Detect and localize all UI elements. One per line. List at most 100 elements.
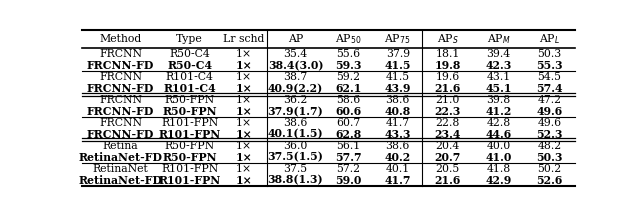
Text: 40.0: 40.0	[486, 141, 511, 151]
Text: 36.2: 36.2	[284, 95, 308, 105]
Text: 1×: 1×	[236, 95, 252, 105]
Text: 57.2: 57.2	[337, 164, 360, 174]
Text: 21.6: 21.6	[435, 174, 461, 186]
Text: 21.6: 21.6	[435, 83, 461, 94]
Text: AP$_M$: AP$_M$	[486, 32, 510, 46]
Text: RetinaNet: RetinaNet	[93, 164, 148, 174]
Text: 38.4(3.0): 38.4(3.0)	[268, 60, 323, 71]
Text: 1×: 1×	[236, 83, 252, 94]
Text: 38.6: 38.6	[284, 118, 308, 128]
Text: 23.4: 23.4	[435, 129, 461, 140]
Text: 41.2: 41.2	[485, 106, 511, 117]
Text: 1×: 1×	[236, 49, 252, 59]
Text: 1×: 1×	[236, 106, 252, 117]
Text: 44.6: 44.6	[485, 129, 511, 140]
Text: 20.7: 20.7	[435, 152, 461, 163]
Text: 56.1: 56.1	[337, 141, 360, 151]
Text: 50.3: 50.3	[537, 49, 561, 59]
Text: 41.5: 41.5	[385, 60, 411, 71]
Text: 43.9: 43.9	[385, 83, 411, 94]
Text: 22.3: 22.3	[435, 106, 461, 117]
Text: FRCNN: FRCNN	[99, 118, 142, 128]
Text: Method: Method	[100, 34, 142, 44]
Text: 43.1: 43.1	[486, 72, 511, 82]
Text: 1×: 1×	[236, 72, 252, 82]
Text: R50-C4: R50-C4	[167, 60, 212, 71]
Text: 37.9(1.7): 37.9(1.7)	[268, 106, 323, 117]
Text: AP: AP	[288, 34, 303, 44]
Text: R101-C4: R101-C4	[166, 72, 214, 82]
Text: AP$_L$: AP$_L$	[539, 32, 560, 46]
Text: 57.7: 57.7	[335, 152, 362, 163]
Text: RetinaNet-FD: RetinaNet-FD	[79, 174, 163, 186]
Text: 1×: 1×	[236, 164, 252, 174]
Text: R101-FPN: R101-FPN	[161, 118, 218, 128]
Text: 1×: 1×	[236, 152, 252, 163]
Text: R50-C4: R50-C4	[169, 49, 210, 59]
Text: FRCNN-FD: FRCNN-FD	[87, 129, 154, 140]
Text: 52.6: 52.6	[536, 174, 563, 186]
Text: Type: Type	[176, 34, 203, 44]
Text: 58.6: 58.6	[337, 95, 360, 105]
Text: R50-FPN: R50-FPN	[163, 106, 217, 117]
Text: FRCNN: FRCNN	[99, 95, 142, 105]
Text: 62.8: 62.8	[335, 129, 362, 140]
Text: 41.5: 41.5	[386, 72, 410, 82]
Text: FRCNN-FD: FRCNN-FD	[87, 60, 154, 71]
Text: 40.1(1.5): 40.1(1.5)	[268, 129, 323, 140]
Text: 1×: 1×	[236, 118, 252, 128]
Text: 37.5: 37.5	[284, 164, 308, 174]
Text: 55.3: 55.3	[536, 60, 563, 71]
Text: 49.6: 49.6	[538, 118, 561, 128]
Text: RetinaNet-FD: RetinaNet-FD	[79, 152, 163, 163]
Text: 62.1: 62.1	[335, 83, 362, 94]
Text: R101-FPN: R101-FPN	[159, 129, 221, 140]
Text: 41.7: 41.7	[385, 174, 411, 186]
Text: Lr schd: Lr schd	[223, 34, 264, 44]
Text: AP$_{75}$: AP$_{75}$	[385, 32, 411, 46]
Text: 1×: 1×	[236, 60, 252, 71]
Text: 20.4: 20.4	[436, 141, 460, 151]
Text: 45.1: 45.1	[485, 83, 511, 94]
Text: 37.5(1.5): 37.5(1.5)	[268, 152, 323, 163]
Text: 60.6: 60.6	[335, 106, 362, 117]
Text: AP$_{50}$: AP$_{50}$	[335, 32, 362, 46]
Text: 57.4: 57.4	[536, 83, 563, 94]
Text: 49.6: 49.6	[536, 106, 563, 117]
Text: 59.2: 59.2	[337, 72, 360, 82]
Text: FRCNN: FRCNN	[99, 72, 142, 82]
Text: 40.9(2.2): 40.9(2.2)	[268, 83, 323, 94]
Text: R101-FPN: R101-FPN	[161, 164, 218, 174]
Text: 43.3: 43.3	[385, 129, 411, 140]
Text: 38.8(1.3): 38.8(1.3)	[268, 174, 323, 186]
Text: R101-FPN: R101-FPN	[159, 174, 221, 186]
Text: 50.2: 50.2	[537, 164, 561, 174]
Text: R50-FPN: R50-FPN	[164, 141, 214, 151]
Text: 38.6: 38.6	[385, 141, 410, 151]
Text: 41.7: 41.7	[386, 118, 410, 128]
Text: 50.3: 50.3	[536, 152, 563, 163]
Text: R50-FPN: R50-FPN	[164, 95, 214, 105]
Text: 48.2: 48.2	[537, 141, 561, 151]
Text: 21.0: 21.0	[435, 95, 460, 105]
Text: 19.8: 19.8	[435, 60, 461, 71]
Text: 47.2: 47.2	[538, 95, 561, 105]
Text: 42.8: 42.8	[486, 118, 511, 128]
Text: 20.5: 20.5	[436, 164, 460, 174]
Text: 39.8: 39.8	[486, 95, 511, 105]
Text: 18.1: 18.1	[435, 49, 460, 59]
Text: 37.9: 37.9	[386, 49, 410, 59]
Text: 1×: 1×	[236, 129, 252, 140]
Text: 1×: 1×	[236, 174, 252, 186]
Text: 40.2: 40.2	[385, 152, 411, 163]
Text: 59.3: 59.3	[335, 60, 362, 71]
Text: FRCNN-FD: FRCNN-FD	[87, 83, 154, 94]
Text: Retina: Retina	[103, 141, 138, 151]
Text: 55.6: 55.6	[337, 49, 360, 59]
Text: 38.7: 38.7	[284, 72, 308, 82]
Text: 41.0: 41.0	[485, 152, 511, 163]
Text: 35.4: 35.4	[284, 49, 308, 59]
Text: 52.3: 52.3	[536, 129, 563, 140]
Text: 41.8: 41.8	[486, 164, 511, 174]
Text: FRCNN: FRCNN	[99, 49, 142, 59]
